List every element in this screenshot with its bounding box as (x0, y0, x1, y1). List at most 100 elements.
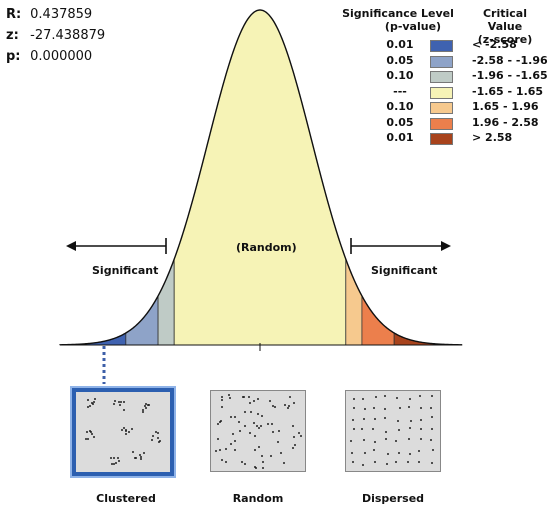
pattern-point (140, 455, 143, 458)
legend-pvalue-header: Significance Level (p-value) (338, 7, 458, 33)
pattern-point (91, 402, 94, 405)
pattern-point (258, 426, 261, 429)
left-significant-arrow (66, 238, 167, 254)
pattern-point (395, 396, 398, 399)
pattern-point (431, 462, 434, 465)
pattern-point (418, 461, 421, 464)
p-stat: p: 0.000000 (6, 46, 105, 67)
pattern-point (407, 406, 410, 409)
pattern-point (234, 448, 237, 451)
pattern-point (252, 421, 255, 424)
pattern-point (139, 457, 142, 460)
pattern-point (244, 411, 247, 414)
pattern-point (430, 394, 433, 397)
pattern-point (254, 434, 257, 437)
pattern-point (418, 450, 421, 453)
pattern-point (151, 434, 154, 437)
pattern-point (248, 396, 251, 399)
pattern-point (299, 435, 302, 438)
pattern-point (132, 450, 135, 453)
pattern-point (292, 436, 295, 439)
pattern-point (91, 433, 94, 436)
pattern-point (431, 428, 434, 431)
pattern-point (221, 406, 224, 409)
pattern-point (117, 457, 120, 460)
pattern-point (419, 419, 422, 422)
legend-swatch-6 (430, 133, 453, 145)
pattern-point (373, 407, 376, 410)
pattern-point (218, 421, 221, 424)
pattern-point (256, 412, 259, 415)
pattern-point (156, 437, 159, 440)
legend-swatch-2 (430, 71, 453, 83)
pattern-point (131, 428, 134, 431)
pattern-point (118, 460, 121, 463)
pattern-point (228, 396, 231, 399)
pattern-point (243, 462, 246, 465)
pattern-point (241, 395, 244, 398)
bell-curve (59, 9, 463, 351)
pattern-point (154, 431, 157, 434)
pattern-point (128, 431, 131, 434)
pattern-point (110, 456, 113, 459)
pattern-point (120, 400, 123, 403)
pattern-point (113, 403, 116, 406)
pattern-point (408, 427, 411, 430)
pattern-point (158, 440, 161, 443)
pattern-point (221, 399, 224, 402)
pattern-point (431, 416, 434, 419)
pattern-point (398, 452, 401, 454)
pattern-point (352, 418, 355, 421)
pattern-point (244, 424, 247, 427)
pattern-point (408, 452, 411, 455)
pattern-point (123, 408, 126, 411)
curve-region-4 (345, 258, 363, 346)
pattern-point (398, 429, 401, 432)
pattern-point (151, 438, 154, 441)
pattern-point (352, 428, 355, 431)
pattern-point (125, 433, 128, 436)
curve-outline (59, 9, 463, 346)
pattern-point (253, 448, 256, 451)
random-region-label: (Random) (236, 241, 297, 254)
pattern-point (293, 401, 296, 404)
pattern-point (134, 457, 137, 460)
pattern-point (237, 420, 240, 423)
pattern-point (144, 404, 147, 407)
pattern-point (89, 404, 92, 407)
pattern-point (231, 433, 234, 436)
legend-zscore-6: > 2.58 (472, 131, 513, 144)
pattern-point (216, 438, 219, 441)
pattern-point (139, 453, 142, 456)
pattern-point (123, 400, 126, 403)
pattern-point (85, 431, 88, 434)
legend-zscore-subtitle: (z-score) (477, 33, 533, 46)
legend-pvalue-subtitle: (p-value) (384, 20, 442, 33)
pattern-point (375, 395, 378, 398)
legend-swatch-4 (430, 102, 453, 114)
pattern-point (261, 467, 264, 470)
pattern-point (291, 424, 294, 427)
pattern-point (145, 406, 148, 409)
pattern-point (230, 416, 233, 419)
pattern-point (278, 430, 281, 433)
pattern-point (252, 399, 255, 402)
random-caption: Random (232, 492, 284, 505)
pattern-point (361, 427, 364, 430)
pattern-point (396, 419, 399, 422)
pattern-point (261, 461, 264, 464)
pattern-point (261, 414, 264, 417)
pattern-point (268, 400, 271, 403)
pattern-point (89, 429, 92, 432)
pattern-point (372, 428, 375, 431)
pattern-point (142, 451, 145, 454)
pattern-point (408, 438, 411, 440)
z-stat: z: -27.438879 (6, 25, 105, 46)
pattern-point (254, 465, 257, 468)
curve-region-3 (173, 9, 347, 346)
pattern-point (112, 456, 115, 459)
pattern-point (398, 407, 401, 410)
legend-zscore-3: -1.65 - 1.65 (472, 84, 544, 98)
pattern-point (117, 401, 120, 404)
pattern-point (115, 461, 118, 464)
